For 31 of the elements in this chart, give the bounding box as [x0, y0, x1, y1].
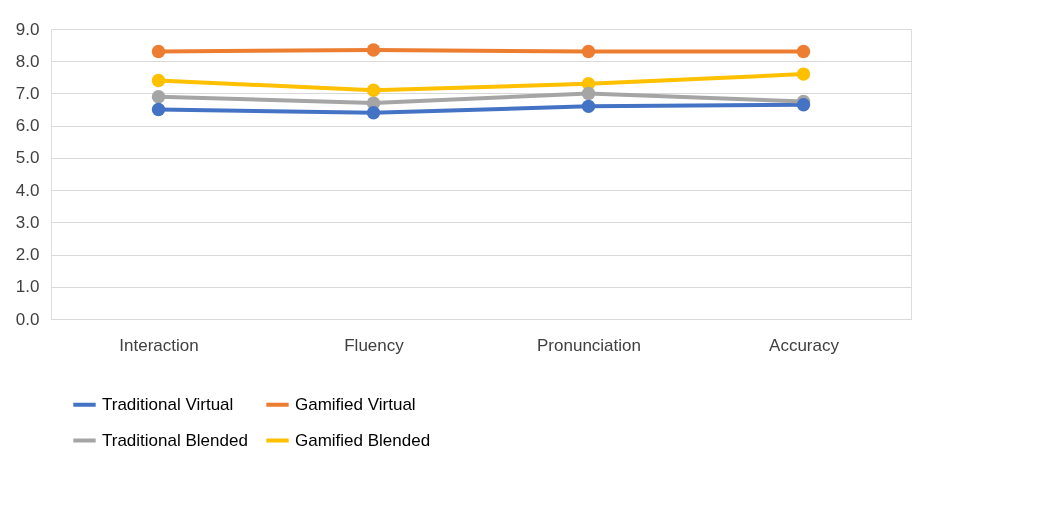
- point: [151, 73, 166, 88]
- point: [581, 44, 596, 59]
- y-tick-label: 5.0: [15, 148, 40, 168]
- y-tick-label: 9.0: [15, 19, 40, 39]
- x-tick-label: Accuracy: [769, 335, 840, 355]
- x-tick-label: Interaction: [119, 335, 199, 355]
- point: [366, 106, 381, 120]
- point: [581, 99, 596, 114]
- legend-label: Gamified Virtual: [295, 394, 416, 414]
- y-tick-label: 2.0: [15, 245, 40, 265]
- y-tick-label: 3.0: [15, 212, 40, 232]
- point: [366, 83, 381, 97]
- point: [151, 89, 166, 104]
- point: [581, 86, 596, 101]
- point: [796, 98, 811, 112]
- point: [151, 44, 166, 59]
- x-tick-label: Fluency: [344, 335, 405, 355]
- legend-label: Traditional Blended: [102, 430, 248, 450]
- y-tick-label: 0.0: [15, 309, 40, 329]
- y-tick-label: 1.0: [15, 277, 40, 297]
- y-tick-label: 4.0: [15, 180, 40, 200]
- point: [366, 43, 381, 57]
- legend-label: Gamified Blended: [295, 430, 431, 450]
- point: [796, 44, 811, 59]
- point: [796, 67, 811, 81]
- y-tick-label: 7.0: [15, 83, 40, 103]
- y-tick-label: 6.0: [15, 116, 40, 136]
- y-tick-label: 8.0: [15, 51, 40, 71]
- point: [151, 102, 166, 117]
- x-tick-label: Pronunciation: [537, 335, 641, 355]
- legend-label: Traditional Virtual: [102, 394, 234, 414]
